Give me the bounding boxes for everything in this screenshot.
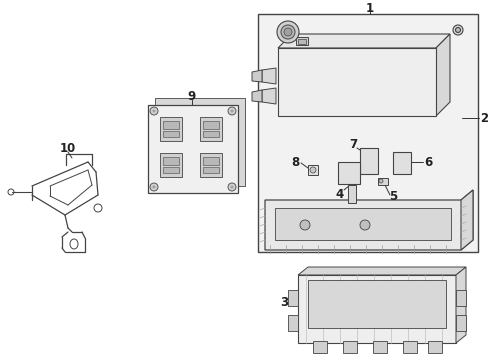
Bar: [392, 152, 410, 174]
Circle shape: [378, 179, 382, 183]
Circle shape: [150, 183, 158, 191]
Polygon shape: [262, 88, 275, 104]
Bar: [163, 131, 179, 137]
Circle shape: [152, 109, 155, 112]
Polygon shape: [435, 34, 449, 116]
Bar: [359, 148, 377, 174]
Bar: [455, 290, 465, 306]
Bar: [163, 167, 179, 173]
Bar: [203, 167, 219, 173]
Polygon shape: [264, 190, 472, 250]
Text: 1: 1: [365, 1, 373, 14]
Circle shape: [227, 107, 236, 115]
Bar: [160, 117, 182, 141]
Circle shape: [230, 109, 233, 112]
Bar: [307, 165, 317, 175]
Text: 2: 2: [479, 112, 487, 125]
Circle shape: [284, 28, 291, 36]
Bar: [297, 275, 455, 343]
Bar: [274, 208, 450, 240]
Bar: [307, 280, 445, 328]
Bar: [200, 117, 222, 141]
Bar: [295, 37, 307, 45]
Bar: [312, 341, 326, 353]
Polygon shape: [251, 90, 262, 102]
Bar: [163, 121, 179, 129]
Bar: [337, 162, 359, 184]
Circle shape: [150, 107, 158, 115]
Bar: [372, 341, 386, 353]
Bar: [287, 290, 297, 306]
Text: 5: 5: [388, 190, 396, 203]
Text: 6: 6: [423, 156, 431, 168]
Circle shape: [152, 185, 155, 189]
Bar: [163, 157, 179, 165]
Circle shape: [227, 183, 236, 191]
Text: 3: 3: [279, 297, 287, 310]
Bar: [427, 341, 441, 353]
Bar: [148, 105, 238, 193]
Bar: [278, 48, 435, 116]
Bar: [342, 341, 356, 353]
Bar: [455, 315, 465, 331]
Bar: [287, 315, 297, 331]
Polygon shape: [262, 68, 275, 84]
Bar: [258, 14, 477, 252]
Bar: [200, 153, 222, 177]
Polygon shape: [155, 98, 244, 186]
Polygon shape: [297, 267, 465, 275]
Bar: [203, 131, 219, 137]
Circle shape: [299, 220, 309, 230]
Bar: [347, 185, 355, 203]
Circle shape: [452, 25, 462, 35]
Bar: [297, 39, 305, 44]
Circle shape: [281, 25, 294, 39]
Polygon shape: [460, 190, 472, 250]
Text: 10: 10: [60, 141, 76, 154]
Text: 7: 7: [348, 139, 356, 152]
Polygon shape: [251, 70, 262, 82]
Circle shape: [230, 185, 233, 189]
Circle shape: [276, 21, 298, 43]
Text: 4: 4: [335, 188, 344, 201]
Polygon shape: [455, 267, 465, 343]
Bar: [160, 153, 182, 177]
Bar: [377, 178, 387, 185]
Ellipse shape: [70, 239, 78, 249]
Polygon shape: [278, 34, 449, 48]
Text: 8: 8: [290, 157, 299, 170]
Circle shape: [454, 27, 460, 32]
Bar: [203, 121, 219, 129]
Bar: [203, 157, 219, 165]
Circle shape: [359, 220, 369, 230]
Bar: [402, 341, 416, 353]
Text: 9: 9: [187, 90, 196, 103]
Circle shape: [309, 167, 315, 173]
